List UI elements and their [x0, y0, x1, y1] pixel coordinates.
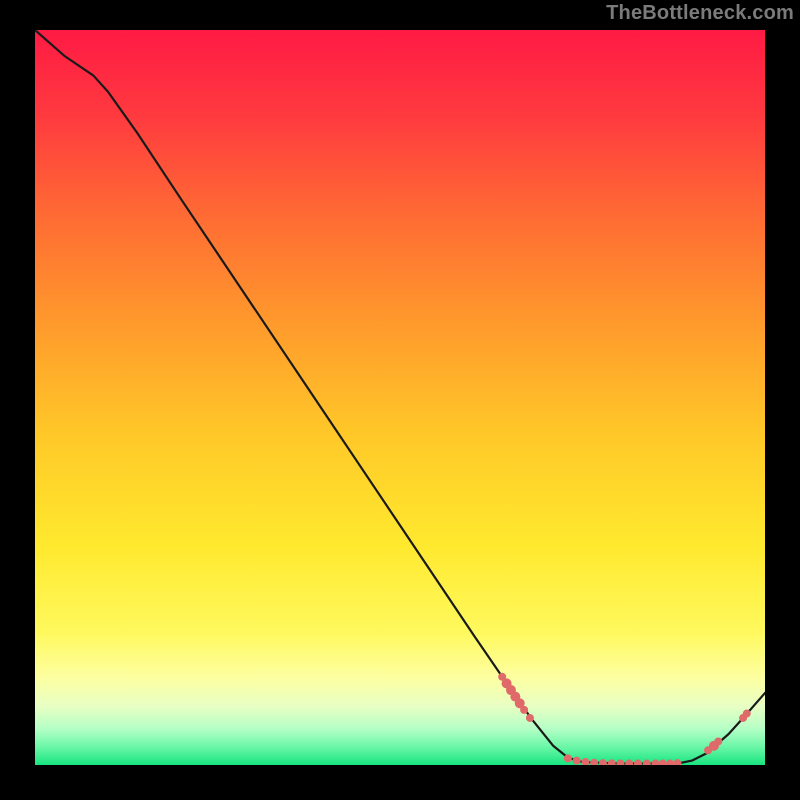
chart-container: TheBottleneck.com	[0, 0, 800, 800]
data-marker	[526, 714, 534, 722]
data-marker	[666, 760, 674, 765]
data-marker	[564, 754, 572, 762]
data-marker	[634, 760, 642, 765]
data-marker	[573, 757, 581, 765]
data-marker	[599, 759, 607, 765]
data-marker	[643, 760, 651, 765]
data-marker	[652, 760, 660, 765]
data-marker	[625, 760, 633, 765]
data-marker	[659, 760, 667, 765]
plot-area	[35, 30, 765, 765]
chart-overlay	[35, 30, 765, 765]
bottleneck-curve	[35, 30, 765, 764]
data-marker	[590, 759, 598, 765]
data-marker	[581, 758, 589, 765]
data-marker	[714, 737, 722, 745]
watermark-label: TheBottleneck.com	[606, 2, 794, 25]
data-marker	[520, 706, 528, 714]
data-marker	[608, 759, 616, 765]
data-marker	[616, 760, 624, 765]
data-marker	[673, 759, 681, 765]
data-marker	[743, 710, 751, 718]
